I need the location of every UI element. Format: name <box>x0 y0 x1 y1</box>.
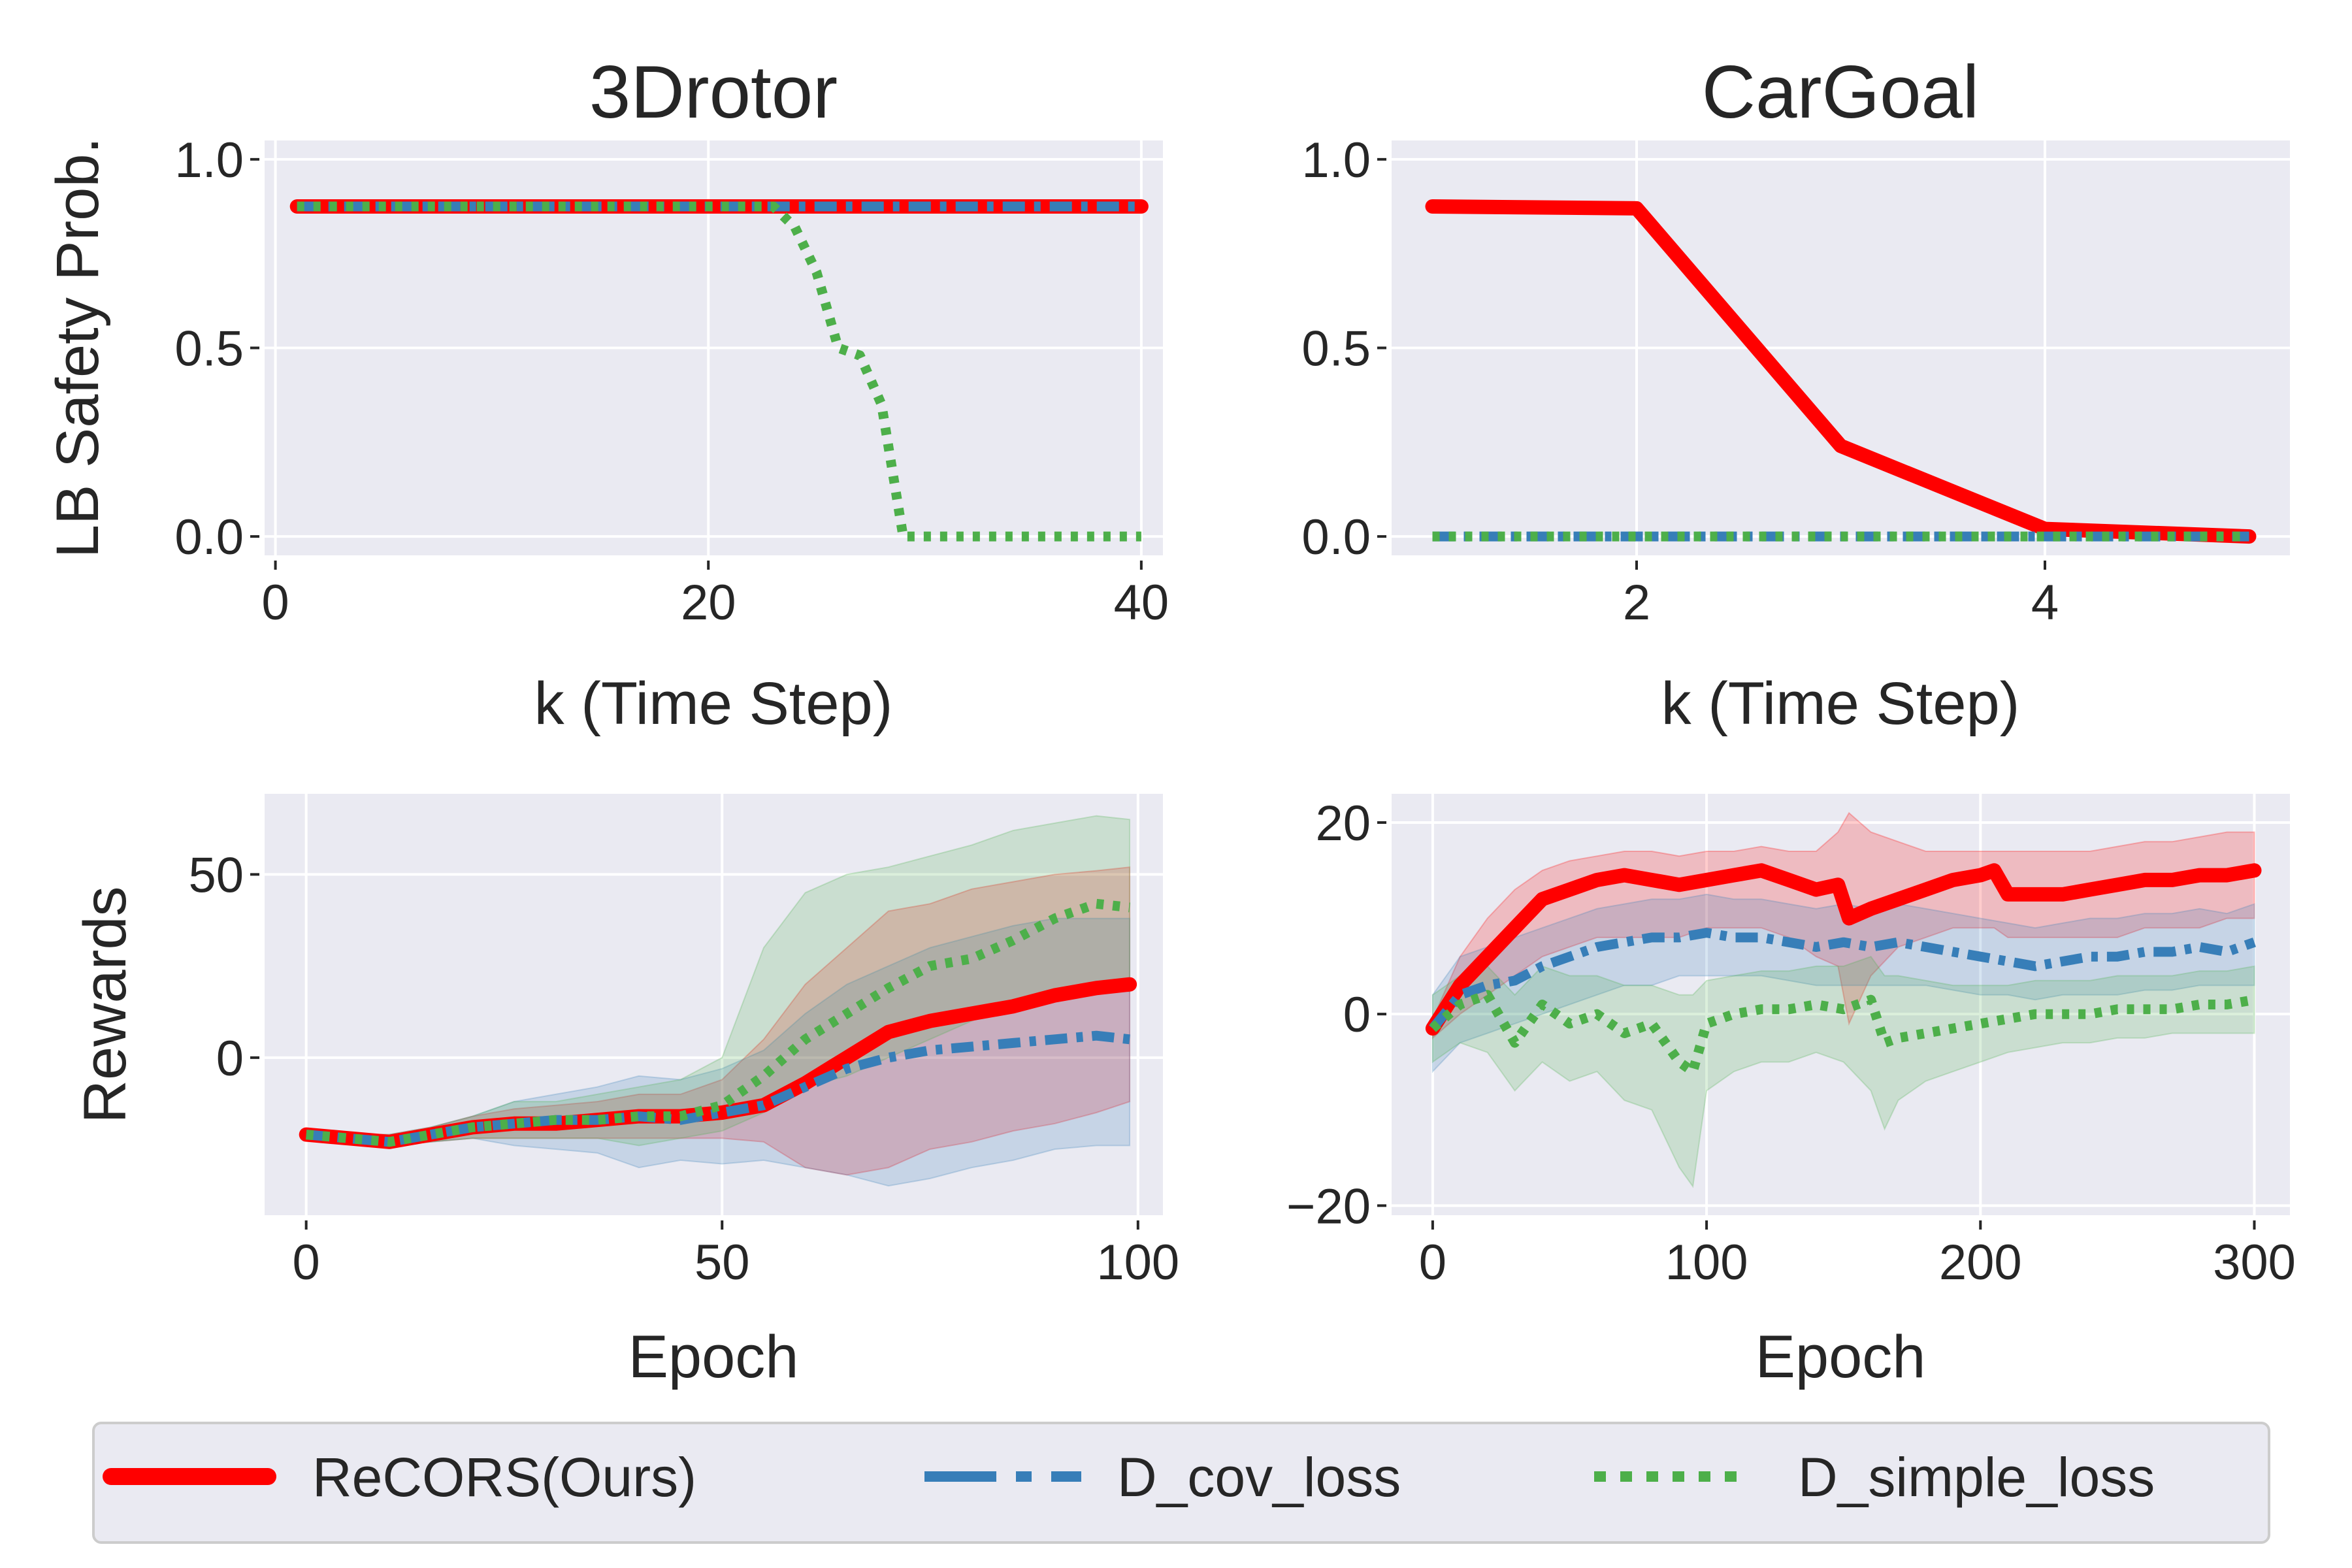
y-tick-label: 0 <box>216 1031 244 1086</box>
y-tick-label: 50 <box>188 847 244 903</box>
series-lines <box>1425 863 2262 1077</box>
x-axis-label: k (Time Step) <box>534 670 893 737</box>
y-tick-label: 1.0 <box>1301 133 1371 188</box>
x-tick-label: 0 <box>261 575 289 630</box>
y-axis-label: Rewards <box>72 886 139 1123</box>
y-tick-label: 0.0 <box>174 510 244 565</box>
legend-label-recors: ReCORS(Ours) <box>312 1446 696 1508</box>
legend-label-dsimple: D_simple_loss <box>1798 1446 2155 1508</box>
x-tick-label: 2 <box>1623 575 1650 630</box>
legend-label-dcov: D_cov_loss <box>1117 1446 1401 1508</box>
series-line-dcov <box>1429 928 2256 1032</box>
x-tick-label: 50 <box>694 1235 750 1290</box>
band-dcov <box>1431 893 2255 1073</box>
legend-box <box>92 1422 2270 1544</box>
gridlines <box>265 794 1163 1215</box>
y-tick-label: 0.5 <box>1301 321 1371 377</box>
y-tick-label: 0.0 <box>1301 510 1371 565</box>
series-lines <box>1425 199 2257 544</box>
y-tick-label: 0.5 <box>174 321 244 377</box>
x-tick-label: 200 <box>1939 1235 2022 1290</box>
panel-cargoal-rewards: 0 100 200 300 −20 0 20 Epoch <box>1286 794 2296 1390</box>
axis-ticks: 2 4 0.0 0.5 1.0 <box>1301 133 2059 630</box>
x-axis-label: Epoch <box>1756 1324 1926 1390</box>
x-tick-label: 40 <box>1114 575 1169 630</box>
y-tick-label: 1.0 <box>174 133 244 188</box>
series-line-recors <box>1425 863 2262 1036</box>
axis-ticks: 0 50 100 0 50 <box>188 847 1179 1290</box>
series-line-recors <box>1425 199 2257 544</box>
x-tick-label: 100 <box>1665 1235 1748 1290</box>
band-recors <box>305 866 1131 1176</box>
x-tick-label: 4 <box>2031 575 2059 630</box>
series-line-dsimple <box>1429 990 2255 1077</box>
x-axis-label: Epoch <box>629 1324 799 1390</box>
x-tick-label: 0 <box>293 1235 320 1290</box>
series-line-dcov <box>306 1030 1130 1147</box>
series-lines <box>289 199 1149 542</box>
axis-ticks: 0 100 200 300 −20 0 20 <box>1286 796 2296 1290</box>
panel-3drotor-rewards: 0 50 100 0 50 Epoch Rewards <box>72 794 1179 1390</box>
y-axis-label: LB Safety Prob. <box>44 137 111 558</box>
y-tick-label: 0 <box>1343 987 1371 1043</box>
series-line-dsimple <box>297 201 1141 542</box>
x-tick-label: 100 <box>1096 1235 1179 1290</box>
x-tick-label: 300 <box>2213 1235 2296 1290</box>
axis-ticks: 0 20 40 0.0 0.5 1.0 <box>174 133 1169 630</box>
series-lines <box>299 898 1137 1149</box>
band-dsimple <box>305 815 1131 1147</box>
y-tick-label: −20 <box>1286 1179 1371 1234</box>
x-tick-label: 20 <box>681 575 736 630</box>
y-tick-label: 20 <box>1315 796 1371 851</box>
x-tick-label: 0 <box>1419 1235 1446 1290</box>
chart-title: 3Drotor <box>589 51 838 134</box>
panel-cargoal: 2 4 0.0 0.5 1.0 CarGoal k (Time Step) <box>1301 51 2290 737</box>
gridlines <box>1392 794 2290 1215</box>
chart-title: CarGoal <box>1702 51 1980 134</box>
series-line-recors <box>299 977 1137 1149</box>
panel-3drotor: 0 20 40 0.0 0.5 1.0 3Drotor k (Time Step) LB … <box>44 51 1169 737</box>
x-axis-label: k (Time Step) <box>1661 670 2020 737</box>
legend: ReCORS(Ours) D_cov_loss D_simple_loss <box>92 1422 2270 1544</box>
